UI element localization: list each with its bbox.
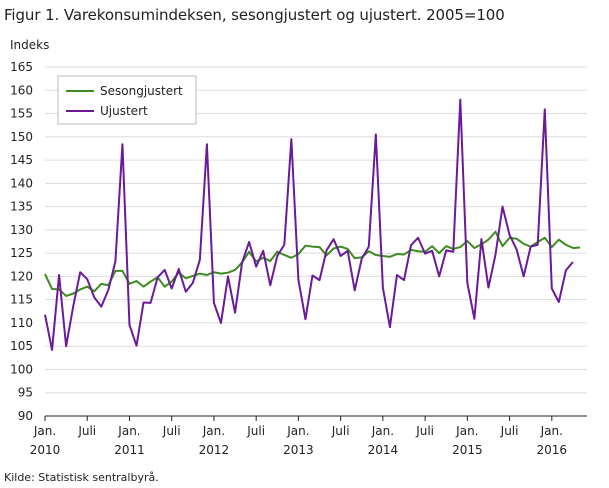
x-tick-label: Jan.	[33, 424, 56, 438]
x-tick-label: Jan.	[540, 424, 563, 438]
series-line-sesongjustert	[44, 230, 581, 297]
x-tick-label: Jan.	[371, 424, 394, 438]
x-tick-year-label: 2013	[283, 443, 314, 457]
y-tick-label: 120	[10, 269, 33, 283]
y-tick-label: 100	[10, 362, 33, 376]
source-note: Kilde: Statistisk sentralbyrå.	[4, 471, 159, 484]
x-tick-label: Jan.	[286, 424, 309, 438]
grid-lines	[45, 66, 587, 417]
y-tick-label: 155	[10, 107, 33, 121]
y-tick-label: 130	[10, 223, 33, 237]
y-axis: 90 95 100 105 110 115 120 125 130 135 140 145 150 155…	[10, 60, 33, 423]
y-tick-label: 150	[10, 130, 33, 144]
y-tick-label: 95	[18, 386, 33, 400]
y-tick-label: 160	[10, 83, 33, 97]
y-tick-label: 125	[10, 246, 33, 260]
y-tick-label: 90	[18, 409, 33, 423]
y-tick-label: 165	[10, 60, 33, 74]
y-tick-label: 145	[10, 153, 33, 167]
x-tick-label: Jan.	[117, 424, 140, 438]
y-tick-label: 105	[10, 339, 33, 353]
legend-box	[57, 75, 197, 125]
legend: Sesongjustert Ujustert	[57, 75, 197, 125]
legend-label-ujustert: Ujustert	[100, 104, 148, 118]
legend-label-sesongjustert: Sesongjustert	[100, 84, 183, 98]
series-lines	[44, 98, 581, 351]
y-tick-label: 115	[10, 293, 33, 307]
x-tick-year-label: 2011	[114, 443, 145, 457]
x-tick-label: Juli	[331, 424, 350, 438]
y-tick-label: 140	[10, 176, 33, 190]
x-tick-year-label: 2016	[537, 443, 568, 457]
x-tick-label: Juli	[77, 424, 96, 438]
x-tick-label: Juli	[162, 424, 181, 438]
x-axis: Jan. 2010 Juli Jan. 2011 Juli Jan. 2012 Juli Jan.…	[30, 416, 567, 457]
x-tick-year-label: 2015	[452, 443, 483, 457]
x-tick-year-label: 2012	[199, 443, 230, 457]
y-tick-label: 110	[10, 316, 33, 330]
x-tick-year-label: 2014	[368, 443, 399, 457]
y-tick-label: 135	[10, 200, 33, 214]
x-tick-label: Juli	[500, 424, 519, 438]
x-tick-label: Jan.	[202, 424, 225, 438]
x-tick-label: Juli	[415, 424, 434, 438]
x-tick-label: Jan.	[455, 424, 478, 438]
x-tick-year-label: 2010	[30, 443, 61, 457]
x-tick-label: Juli	[246, 424, 265, 438]
y-axis-label: Indeks	[10, 38, 49, 52]
series-line-ujustert	[44, 98, 574, 351]
chart-title: Figur 1. Varekonsumindeksen, sesongjuste…	[4, 6, 505, 24]
